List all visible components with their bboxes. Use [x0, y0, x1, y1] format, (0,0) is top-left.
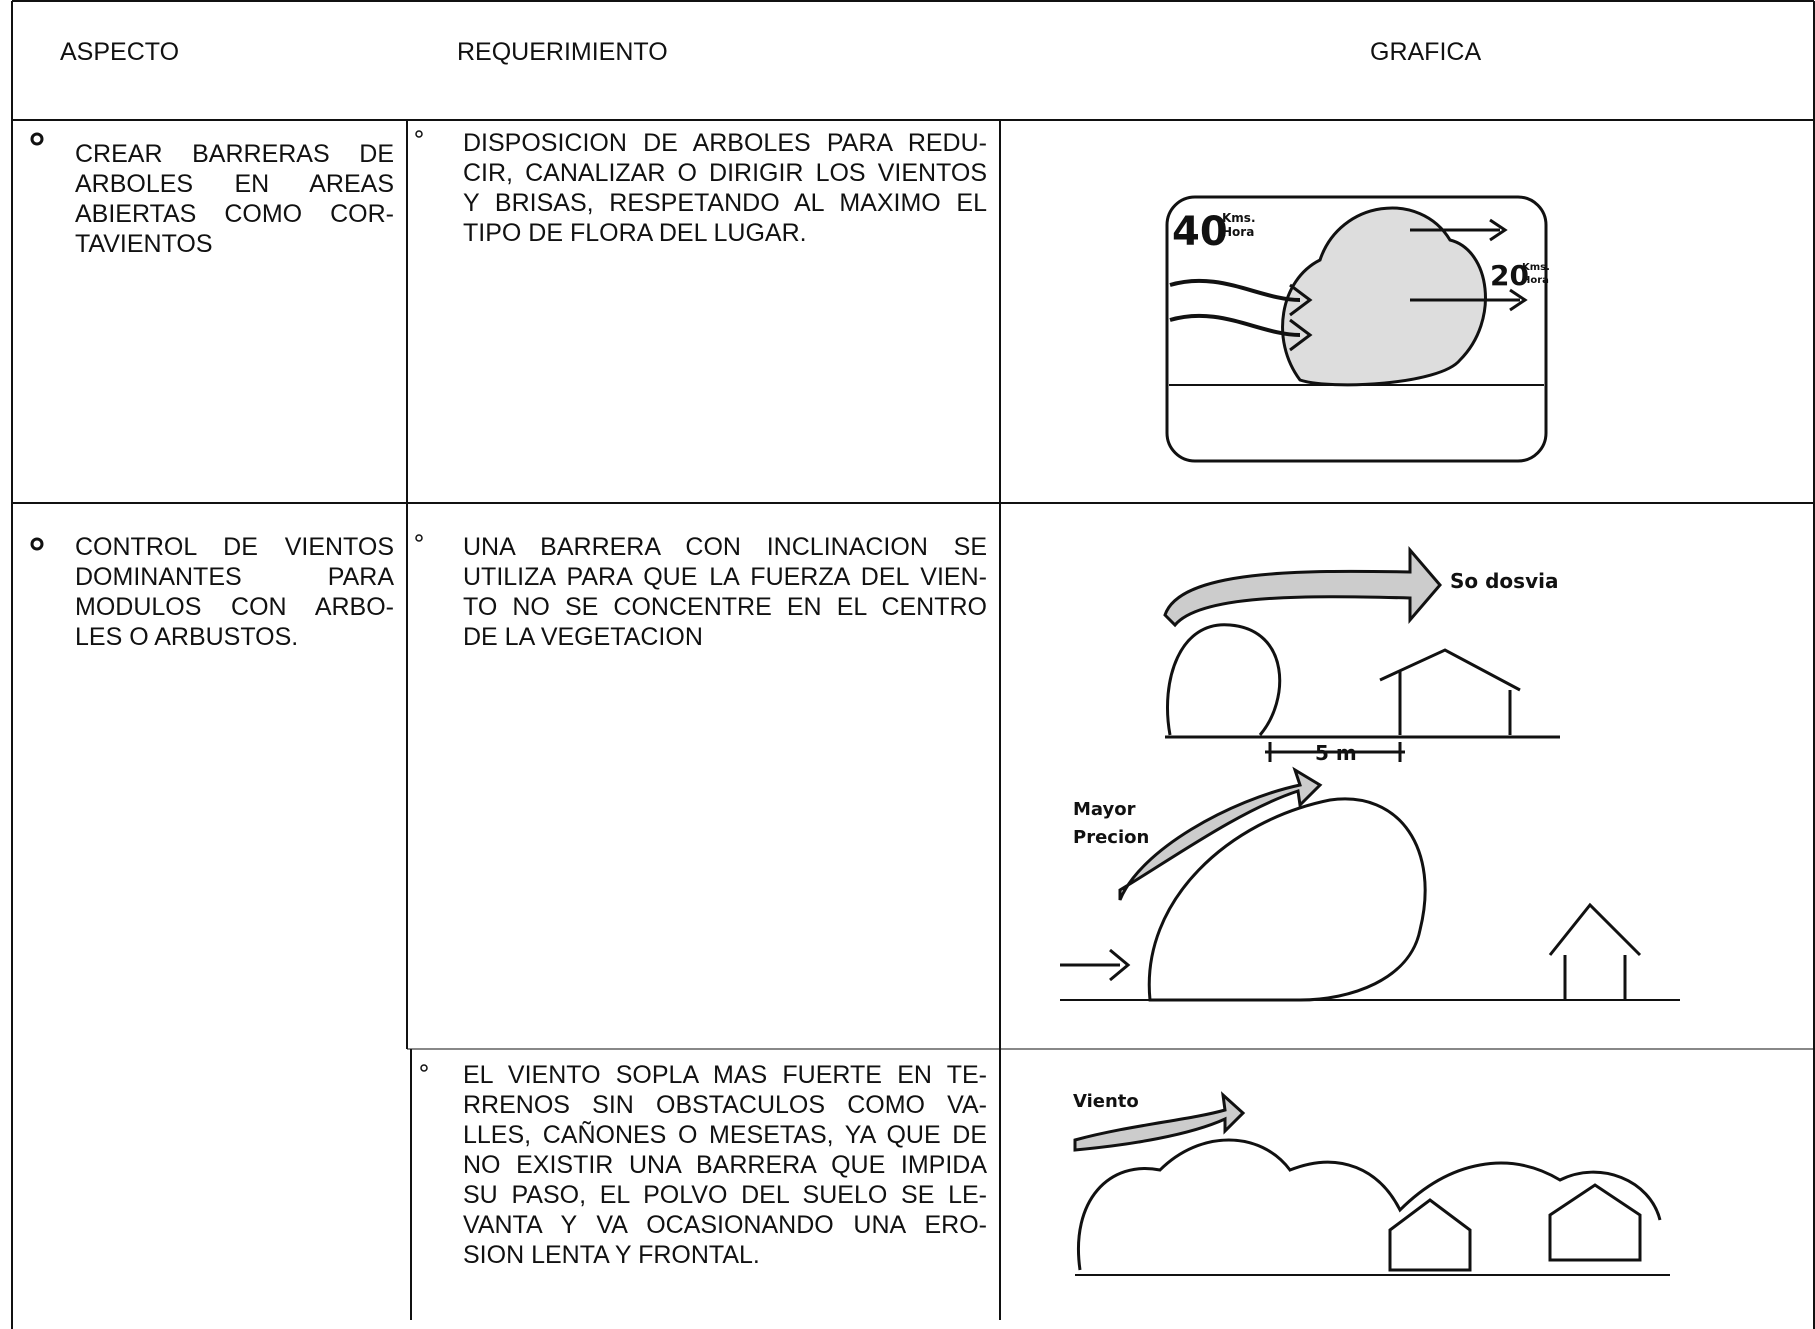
- graphic-label: 40: [1172, 209, 1228, 255]
- drawing-inclined-barrier: So dosvia 5 m Mayor Precion: [1060, 545, 1680, 1002]
- graphic-label: Mayor: [1073, 799, 1136, 820]
- text-line: DE LA VEGETACION: [463, 623, 703, 651]
- requirement-cell: EL VIENTO SOPLA MAS FUERTE EN TE- RRENOS …: [463, 1060, 987, 1270]
- text-line: VANTA Y VA OCASIONANDO UNA ERO-: [463, 1211, 987, 1239]
- text-line: UTILIZA PARA QUE LA FUERZA DEL VIEN-: [463, 563, 987, 591]
- graphic-label: Precion: [1073, 827, 1149, 848]
- graphic-label: 5 m: [1315, 741, 1357, 765]
- text-line: TO NO SE CONCENTRE EN EL CENTRO: [463, 593, 987, 621]
- aspect-cell: CONTROL DE VIENTOS DOMINANTES PARA MODULOS…: [75, 532, 394, 652]
- graphic-label: Kms.: [1522, 262, 1550, 273]
- text-line: NO EXISTIR UNA BARRERA QUE IMPIDA: [463, 1151, 987, 1179]
- text-line: MODULOS CON ARBO-: [75, 593, 394, 621]
- text-line: CIR, CANALIZAR O DIRIGIR LOS VIENTOS: [463, 159, 987, 187]
- requirement-cell: UNA BARRERA CON INCLINACION SE UTILIZA PA…: [463, 532, 987, 652]
- text-line: LES O ARBUSTOS.: [75, 623, 299, 651]
- graphic-label: Hora: [1222, 225, 1254, 239]
- graphic-label: Viento: [1073, 1091, 1139, 1112]
- text-line: DISPOSICION DE ARBOLES PARA REDU-: [463, 129, 987, 157]
- text-line: SION LENTA Y FRONTAL.: [463, 1241, 760, 1269]
- text-line: CONTROL DE VIENTOS: [75, 533, 394, 561]
- graphic-label: Hora: [1522, 275, 1549, 286]
- text-line: ABIERTAS COMO COR-: [75, 200, 394, 228]
- graphic-label: Kms.: [1222, 211, 1256, 225]
- requirement-cell: DISPOSICION DE ARBOLES PARA REDU- CIR, CA…: [463, 128, 987, 248]
- text-line: CREAR BARRERAS DE: [75, 140, 394, 168]
- text-line: DOMINANTES PARA: [75, 563, 394, 591]
- graphic-label: 20: [1490, 259, 1529, 292]
- text-line: RRENOS SIN OBSTACULOS COMO VA-: [463, 1091, 987, 1119]
- graphic-label: So dosvia: [1450, 569, 1558, 593]
- aspect-cell: CREAR BARRERAS DE ARBOLES EN AREAS ABIERTA…: [75, 139, 394, 259]
- text-line: Y BRISAS, RESPETANDO AL MAXIMO EL: [463, 189, 987, 217]
- text-line: EL VIENTO SOPLA MAS FUERTE EN TE-: [463, 1061, 987, 1089]
- drawing-valley-wind: Viento: [1073, 1091, 1670, 1276]
- header-aspect: ASPECTO: [60, 38, 180, 66]
- text-line: TIPO DE FLORA DEL LUGAR.: [463, 219, 807, 247]
- text-line: TAVIENTOS: [75, 230, 213, 258]
- text-line: UNA BARRERA CON INCLINACION SE: [463, 533, 987, 561]
- bullets: [30, 130, 428, 1072]
- text-line: SU PASO, EL POLVO DEL SUELO SE LE-: [463, 1181, 987, 1209]
- header-graphic: GRAFICA: [1370, 38, 1482, 66]
- text-line: ARBOLES EN AREAS: [75, 170, 394, 198]
- table-rules: [11, 0, 1815, 1329]
- header-requirement: REQUERIMIENTO: [457, 38, 668, 66]
- drawing-windbreak: 40 Kms. Hora 20 Kms. Hora: [1165, 195, 1550, 463]
- text-line: LLES, CAÑONES O MESETAS, YA QUE DE: [463, 1121, 987, 1149]
